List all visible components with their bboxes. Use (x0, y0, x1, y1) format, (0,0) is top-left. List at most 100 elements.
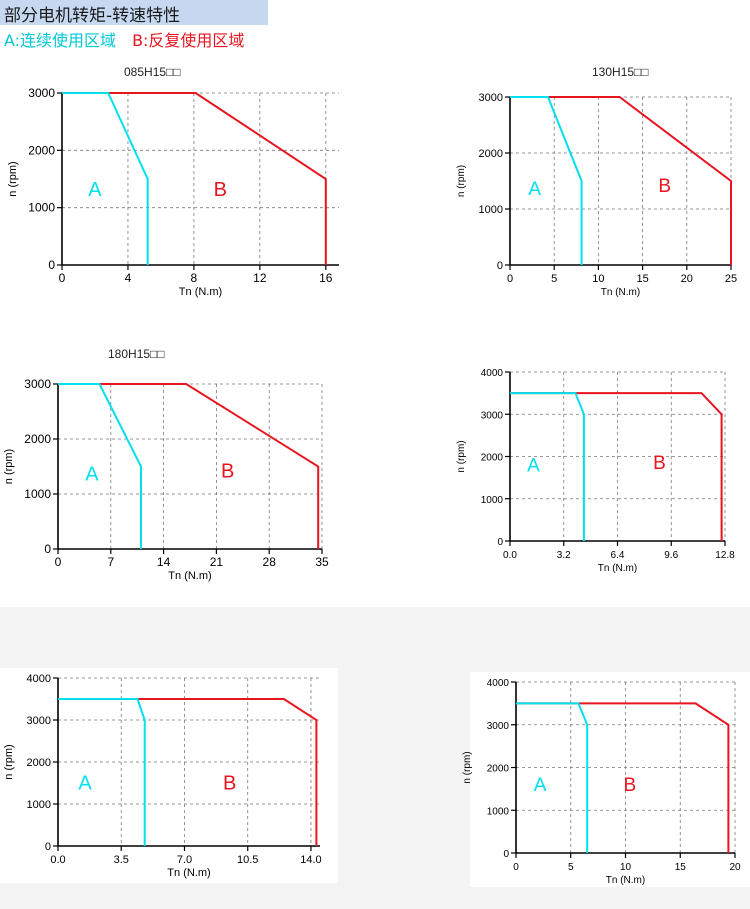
y-tick-label: 3000 (481, 410, 504, 421)
x-axis-label: Tn (N.m) (168, 570, 211, 582)
x-tick-label: 0 (59, 271, 66, 285)
y-tick-label: 4000 (481, 368, 504, 379)
x-tick-label: 10.5 (237, 854, 258, 866)
region-label-b: B (221, 461, 234, 483)
header-bar: 部分电机转矩-转速特性 (0, 0, 268, 26)
series-a-line (510, 96, 583, 265)
x-tick-label: 35 (315, 555, 329, 569)
region-legend: A:连续使用区域 B:反复使用区域 (4, 27, 244, 51)
chart-5: 0.0 3.5 7.0 10.5 14.0 0 1000 2000 3000 4000 Tn (N.… (3, 673, 322, 879)
x-tick-label: 21 (210, 555, 224, 569)
region-label-a: A (528, 179, 541, 200)
y-tick-label: 4000 (487, 678, 510, 689)
y-tick-label: 2000 (479, 148, 503, 160)
region-label-b: B (223, 772, 236, 794)
x-tick-label: 14.0 (300, 854, 321, 866)
x-tick-label: 15 (675, 862, 687, 873)
x-tick-label: 20 (681, 273, 693, 285)
series-b-line (516, 702, 730, 853)
y-axis-label: n (rpm) (456, 165, 467, 197)
legend-repeated-region: B:反复使用区域 (132, 31, 245, 50)
x-tick-label: 4 (125, 271, 132, 285)
series-a-line (58, 383, 142, 549)
y-tick-label: 3000 (479, 92, 503, 104)
series-b-line (58, 698, 318, 846)
x-axis-label: Tn (N.m) (598, 563, 637, 574)
chart-180h15: 0 7 14 21 28 35 0 1000 2000 3000 Tn (N.m) n (rpm) 18… (3, 347, 329, 582)
y-tick-label: 1000 (27, 799, 51, 811)
x-tick-label: 12 (253, 271, 267, 285)
y-tick-label: 2000 (487, 764, 510, 775)
x-tick-label: 8 (191, 271, 198, 285)
chart-title: 180H15□□ (108, 347, 165, 361)
region-label-a: A (85, 463, 99, 485)
y-axis-label: n (rpm) (462, 751, 473, 783)
y-tick-label: 0 (503, 849, 509, 860)
x-tick-label: 20 (729, 862, 741, 873)
x-tick-label: 28 (263, 555, 277, 569)
series-a-line (58, 698, 146, 846)
series-a-line (510, 392, 585, 541)
x-tick-label: 9.6 (664, 550, 678, 561)
x-tick-label: 16 (319, 271, 333, 285)
region-label-a: A (534, 775, 547, 796)
series-b-line (510, 96, 732, 265)
series-b-line (62, 92, 327, 265)
x-tick-label: 0.0 (503, 550, 517, 561)
x-tick-label: 0 (513, 862, 519, 873)
y-tick-label: 4000 (27, 673, 51, 685)
region-label-b: B (624, 775, 637, 796)
y-axis-label: n (rpm) (456, 440, 467, 472)
series-a-line (516, 702, 589, 853)
series-b-line (510, 392, 723, 541)
x-axis-label: Tn (N.m) (167, 867, 210, 879)
x-tick-label: 0.0 (50, 854, 65, 866)
x-tick-label: 12.8 (715, 550, 735, 561)
x-axis-label: Tn (N.m) (606, 875, 645, 886)
y-tick-label: 1000 (28, 201, 55, 215)
y-tick-label: 1000 (481, 495, 504, 506)
chart-085h15: 0 4 8 12 16 0 1000 2000 3000 Tn (N.m) n (rpm) 085H1… (7, 65, 339, 298)
x-tick-label: 7 (107, 555, 114, 569)
x-tick-label: 3.5 (114, 854, 129, 866)
x-tick-label: 14 (157, 555, 171, 569)
x-tick-label: 25 (725, 273, 737, 285)
x-tick-label: 7.0 (177, 854, 192, 866)
y-tick-label: 0 (45, 841, 51, 853)
chart-title: 085H15□□ (124, 65, 181, 79)
x-tick-label: 10 (592, 273, 604, 285)
y-tick-label: 2000 (481, 453, 504, 464)
chart-panel-5 (0, 668, 338, 883)
chart-title: 130H15□□ (592, 65, 649, 79)
region-label-b: B (214, 179, 227, 201)
y-tick-label: 3000 (28, 86, 55, 100)
y-tick-label: 3000 (487, 721, 510, 732)
y-tick-label: 0 (48, 258, 55, 272)
y-tick-label: 1000 (24, 487, 51, 501)
y-axis-label: n (rpm) (7, 161, 19, 196)
page-title: 部分电机转矩-转速特性 (4, 6, 181, 26)
x-tick-label: 3.2 (557, 550, 571, 561)
region-label-b: B (658, 176, 671, 197)
chart-130h15: 0 5 10 15 20 25 0 1000 2000 3000 Tn (N.m) n (rpm) 13… (456, 65, 737, 298)
x-axis-label: Tn (N.m) (179, 286, 222, 298)
y-tick-label: 2000 (24, 432, 51, 446)
y-tick-label: 1000 (487, 806, 510, 817)
x-tick-label: 6.4 (611, 550, 625, 561)
y-axis-label: n (rpm) (3, 744, 15, 779)
region-label-a: A (78, 772, 92, 794)
x-tick-label: 10 (620, 862, 632, 873)
y-tick-label: 1000 (479, 204, 503, 216)
y-tick-label: 3000 (24, 377, 51, 391)
y-axis-label: n (rpm) (3, 449, 15, 484)
y-tick-label: 3000 (27, 715, 51, 727)
y-tick-label: 0 (497, 260, 503, 272)
region-label-b: B (653, 453, 666, 474)
series-a-line (62, 92, 149, 265)
chart-4: 0.0 3.2 6.4 9.6 12.8 0 1000 2000 3000 4000 Tn (N.m… (456, 368, 735, 574)
x-tick-label: 0 (507, 273, 513, 285)
chart-6: 0 5 10 15 20 0 1000 2000 3000 4000 Tn (N.m) n (rpm)… (462, 678, 741, 886)
series-b-line (58, 383, 320, 549)
x-tick-label: 0 (55, 555, 62, 569)
y-tick-label: 0 (44, 542, 51, 556)
